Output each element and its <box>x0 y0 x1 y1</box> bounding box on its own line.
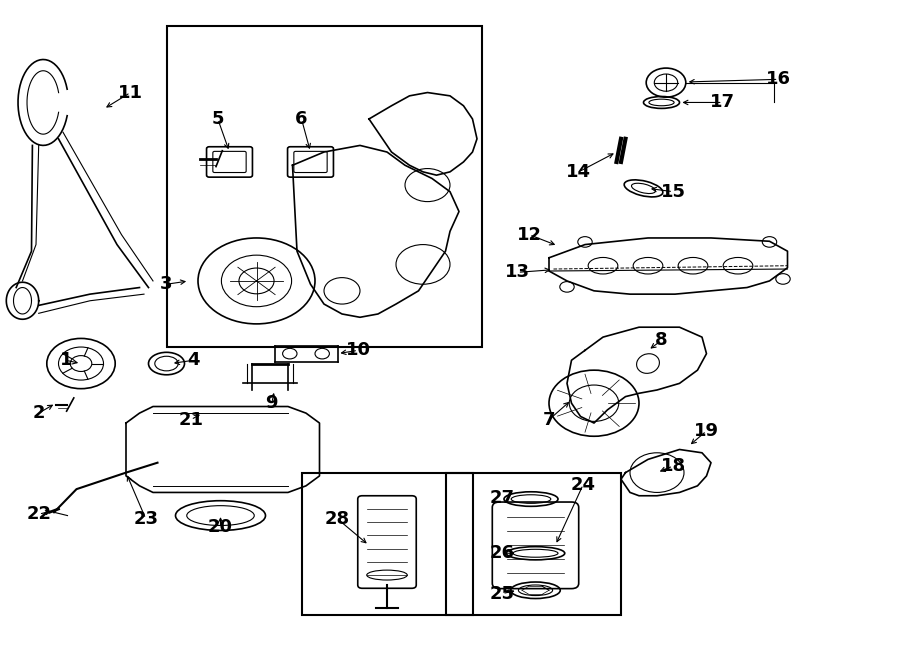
Polygon shape <box>549 238 788 294</box>
Text: 3: 3 <box>160 275 173 293</box>
Text: 13: 13 <box>505 263 530 282</box>
Text: 11: 11 <box>118 83 143 102</box>
Text: 19: 19 <box>694 422 719 440</box>
Polygon shape <box>621 449 711 496</box>
Text: 16: 16 <box>766 70 791 89</box>
Bar <box>446 473 621 615</box>
Text: 20: 20 <box>208 518 233 537</box>
Text: 6: 6 <box>295 110 308 128</box>
Text: 1: 1 <box>59 351 72 369</box>
Text: 25: 25 <box>490 584 515 603</box>
Text: 12: 12 <box>517 225 542 244</box>
Text: 21: 21 <box>178 410 203 429</box>
Text: 7: 7 <box>543 410 555 429</box>
Text: 14: 14 <box>566 163 591 181</box>
Bar <box>166 26 482 347</box>
Text: 2: 2 <box>32 404 45 422</box>
Text: 18: 18 <box>661 457 686 475</box>
Bar <box>302 473 472 615</box>
Text: 23: 23 <box>133 510 158 528</box>
Text: 8: 8 <box>655 331 668 350</box>
Text: 17: 17 <box>710 93 735 112</box>
Text: 22: 22 <box>26 505 51 524</box>
Text: 9: 9 <box>266 394 278 412</box>
Text: 27: 27 <box>490 488 515 507</box>
Text: 4: 4 <box>187 351 200 369</box>
Text: 28: 28 <box>325 510 350 528</box>
Polygon shape <box>126 407 320 492</box>
Text: 5: 5 <box>212 110 224 128</box>
Text: 10: 10 <box>346 341 371 360</box>
Text: 24: 24 <box>571 475 596 494</box>
Text: 26: 26 <box>490 544 515 563</box>
Text: 15: 15 <box>661 182 686 201</box>
